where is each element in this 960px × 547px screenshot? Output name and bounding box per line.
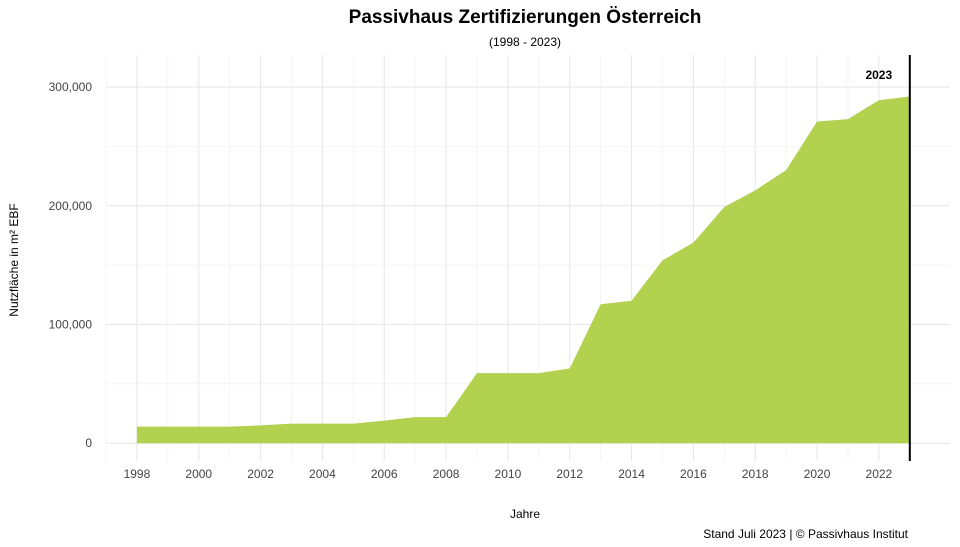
x-tick-label: 2000 — [185, 467, 212, 481]
y-tick-label: 200,000 — [49, 199, 93, 213]
y-tick-label: 100,000 — [49, 317, 93, 331]
x-tick-label: 2014 — [618, 467, 645, 481]
y-axis-ticks: 0 100,000 200,000 300,000 — [49, 80, 93, 450]
x-tick-label: 1998 — [124, 467, 151, 481]
y-tick-label: 0 — [85, 436, 92, 450]
x-tick-label: 2016 — [680, 467, 707, 481]
x-tick-label: 2020 — [804, 467, 831, 481]
x-tick-label: 2018 — [742, 467, 769, 481]
y-tick-label: 300,000 — [49, 80, 93, 94]
chart-subtitle: (1998 - 2023) — [489, 35, 561, 49]
x-tick-label: 2002 — [247, 467, 274, 481]
y-axis-title: Nutzfläche in m² EBF — [7, 203, 21, 316]
chart-title: Passivhaus Zertifizierungen Österreich — [349, 7, 702, 28]
x-axis-ticks: 1998 2000 2002 2004 2006 2008 2010 2012 2014 2016… — [124, 467, 893, 481]
x-tick-label: 2006 — [371, 467, 398, 481]
x-tick-label: 2008 — [433, 467, 460, 481]
area-series — [136, 96, 910, 444]
marker-label: 2023 — [865, 68, 892, 82]
chart-caption: Stand Juli 2023 | © Passivhaus Institut — [703, 527, 908, 541]
x-axis-title: Jahre — [510, 507, 540, 521]
x-tick-label: 2004 — [309, 467, 336, 481]
x-tick-label: 2012 — [556, 467, 583, 481]
x-tick-label: 2010 — [495, 467, 522, 481]
x-tick-label: 2022 — [866, 467, 893, 481]
